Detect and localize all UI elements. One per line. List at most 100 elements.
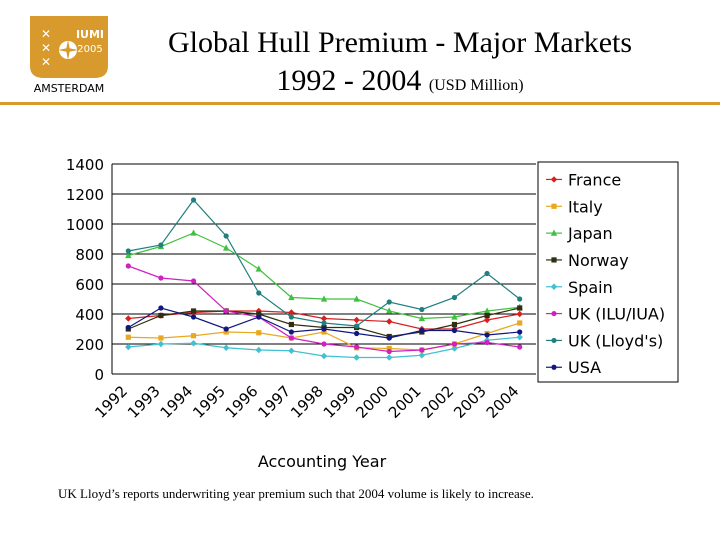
data-point [451,321,458,328]
data-point [158,242,164,248]
data-point [223,326,229,332]
data-point [419,327,425,334]
data-point [158,312,164,319]
data-point [223,329,229,335]
data-point [256,330,262,336]
y-tick-label: 1400 [66,156,104,174]
x-tick-label: 1999 [320,382,360,422]
data-point [320,352,328,360]
logo-text-iumi: IUMI [76,28,104,41]
data-point [386,299,392,305]
x-axis-label: Accounting Year [258,452,387,471]
x-tick-label: 2004 [483,382,523,422]
data-point [353,354,360,361]
data-point [190,340,197,347]
data-point [354,323,360,329]
data-point [386,318,393,325]
svg-text:✕: ✕ [41,27,51,41]
x-tick-label: 2001 [385,382,425,422]
y-tick-label: 800 [75,246,104,264]
data-point [419,347,425,353]
x-tick-label: 1993 [124,382,164,422]
data-point [517,296,523,302]
x-tick-label: 2003 [450,382,490,422]
y-tick-label: 200 [75,336,104,354]
data-point [190,308,197,314]
x-tick-label: 1992 [91,382,131,422]
series-group [125,197,523,361]
chart-title-years: 1992 - 2004 [276,64,422,97]
data-point [125,343,132,351]
series-uk-lloyd-s- [125,197,523,329]
series-line [128,199,521,327]
series-line [128,232,520,320]
data-point [222,244,230,251]
y-tick-label: 0 [94,366,104,384]
data-point [484,312,490,319]
legend: France Italy Japan Norway Spain UK (ILU/IUA) U… [537,161,679,383]
data-point [483,307,491,314]
data-point [288,347,295,354]
legend-label: Italy [568,197,603,216]
data-point [353,316,360,324]
data-point [386,345,392,352]
legend-label: France [568,170,621,189]
legend-swatch-marker [551,203,557,209]
legend-swatch-marker [550,229,558,236]
legend-label: Spain [568,278,613,297]
data-point [190,229,197,236]
legend-swatch-marker [551,257,557,263]
data-point [288,321,294,328]
data-point [451,345,458,352]
y-tick-label: 1200 [66,186,104,204]
legend-swatch-marker [551,364,557,370]
data-point [255,346,262,354]
data-point [288,314,294,320]
logo-text-year: 2005 [77,44,102,55]
data-point [484,339,490,346]
data-point [484,332,490,338]
chart-title-line1: Global Hull Premium - Major Markets [167,26,633,59]
data-point [354,344,360,350]
series-spain [125,334,523,361]
data-point [157,340,165,348]
data-point [321,329,327,335]
x-tick-label: 1994 [157,382,197,422]
iumi-amsterdam-logo: ✕ ✕ ✕ IUMI 2005 AMSTERDAM [30,16,108,95]
header-divider [0,102,720,105]
data-point [158,275,164,281]
chart-title-line2: 1992 - 2004 (USD Million) [120,64,680,98]
data-point [288,309,295,316]
svg-text:✕: ✕ [41,41,51,55]
footnote: UK Lloyd’s reports underwriting year pre… [58,486,534,501]
data-point [320,295,328,302]
data-point [288,293,295,301]
series-japan [125,229,523,322]
data-point [190,278,197,284]
x-tick-label: 2002 [418,382,458,422]
data-point [517,329,523,335]
data-point [386,348,392,355]
data-point [419,306,425,313]
legend-label: UK (Lloyd's) [568,331,663,350]
data-point [354,330,360,337]
legend-label: Japan [567,224,613,243]
svg-text:✕: ✕ [41,55,51,69]
x-axis: 1992199319941995199619971998199920002001… [91,382,522,422]
y-tick-label: 1000 [66,216,104,234]
data-point [256,311,262,317]
logo-text-amsterdam: AMSTERDAM [34,82,105,95]
data-point [158,335,164,341]
legend-swatch-marker [550,176,558,183]
data-point [125,248,131,254]
data-point [484,270,490,277]
data-point [451,327,458,334]
data-point [386,307,393,314]
chart-title-unit: (USD Million) [428,77,524,94]
data-point [255,265,262,272]
legend-label: UK (ILU/IUA) [568,305,665,324]
data-point [125,324,131,331]
data-point [386,354,393,361]
data-point [483,316,491,324]
